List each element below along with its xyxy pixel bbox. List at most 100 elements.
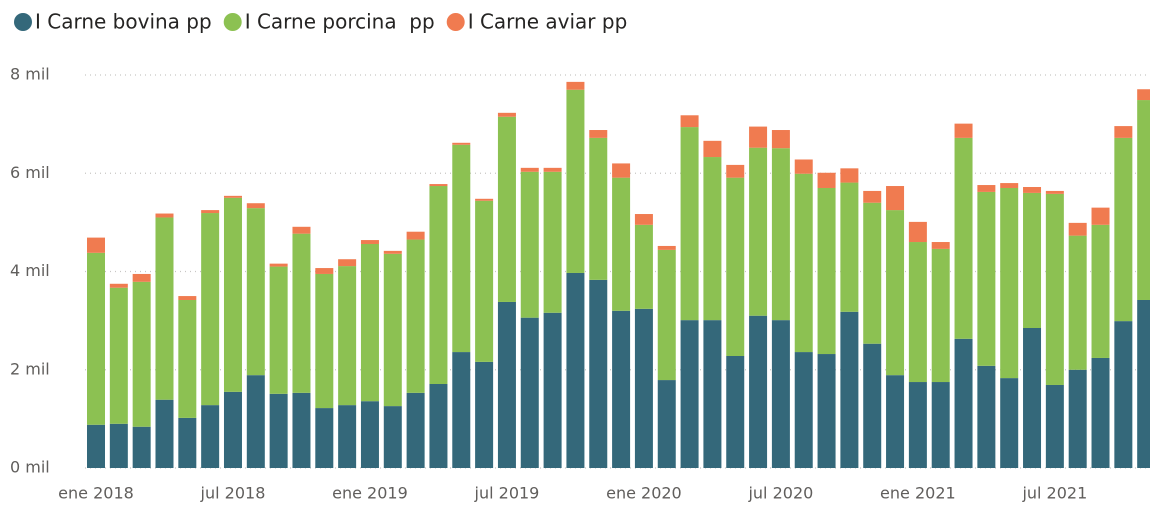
bar-segment [87, 252, 105, 425]
y-tick-label: 8 mil [10, 65, 50, 84]
bar-segment [589, 130, 608, 138]
bar-segment [657, 249, 676, 381]
bar-segment [383, 406, 402, 468]
bar-segment [452, 142, 471, 145]
bar-segment [749, 315, 768, 468]
x-tick-label: ene 2021 [880, 484, 956, 503]
bar-segment [680, 127, 699, 321]
bar-segment [520, 167, 539, 172]
bar-segment [475, 200, 494, 362]
legend-marker [223, 13, 242, 31]
bar-segment [338, 405, 357, 468]
bar-segment [794, 173, 813, 353]
bar-segment [886, 375, 905, 468]
bar-segment [977, 191, 996, 366]
bar-segment [977, 185, 996, 192]
bar-segment [612, 177, 631, 311]
bar-segment [383, 250, 402, 254]
bar-segment [680, 320, 699, 468]
bar-segment [589, 137, 608, 280]
bar-segment [703, 157, 722, 321]
legend-label: I Carne bovina pp [35, 10, 212, 34]
bar-segment [1000, 183, 1019, 188]
bar-segment [566, 81, 585, 90]
bar-segment [1091, 224, 1110, 358]
bar-segment [1023, 187, 1042, 193]
bar-segment [840, 168, 859, 183]
bar-segment [634, 308, 653, 468]
bar-segment [201, 405, 220, 468]
bar-segment [201, 210, 220, 214]
bar-segment [406, 392, 425, 468]
bar-segment [109, 423, 128, 468]
bar-segment [269, 393, 288, 468]
bar-segment [954, 123, 973, 138]
bar-segment [246, 203, 265, 209]
bar-segment [908, 221, 927, 243]
bar-segment [1045, 384, 1064, 468]
bar-segment [155, 399, 174, 468]
bar-segment [155, 213, 174, 218]
bar-segment [680, 115, 699, 128]
bar-segment [566, 272, 585, 468]
bar-segment [589, 279, 608, 468]
bar-segment [977, 365, 996, 468]
bar-segment [1114, 321, 1133, 468]
bar-segment [1045, 193, 1064, 385]
bar-segment [520, 317, 539, 468]
bar-segment [634, 224, 653, 309]
bar-segment [817, 172, 836, 188]
bar-segment [840, 311, 859, 468]
bar-segment [1068, 369, 1087, 468]
bar-segment [657, 380, 676, 468]
bar-segment [178, 296, 197, 300]
bar-segment [954, 338, 973, 468]
x-tick-label: jul 2021 [1021, 484, 1087, 503]
bar-segment [1091, 357, 1110, 468]
bar-segment [886, 186, 905, 211]
x-tick-label: jul 2019 [474, 484, 540, 503]
bar-segment [452, 144, 471, 353]
y-tick-label: 2 mil [10, 359, 50, 378]
bar-segment [132, 281, 151, 427]
bar-segment [543, 171, 562, 313]
legend-label: I Carne aviar pp [468, 10, 628, 34]
bar-segment [292, 226, 311, 234]
bar-segment [771, 130, 790, 149]
y-tick-label: 6 mil [10, 163, 50, 182]
bar-segment [223, 195, 242, 198]
bar-segment [543, 167, 562, 172]
bar-segment [771, 148, 790, 321]
bar-segment [931, 382, 950, 468]
y-tick-label: 0 mil [10, 458, 50, 477]
bar-segment [338, 259, 357, 267]
bar-segment [954, 137, 973, 339]
bar-segment [1000, 378, 1019, 468]
bar-segment [1114, 137, 1133, 322]
bar-segment [155, 217, 174, 400]
bar-segment [497, 112, 516, 117]
bar-segment [863, 190, 882, 203]
bar-segment [1137, 299, 1150, 468]
bar-segment [1091, 207, 1110, 225]
bar-segment [109, 283, 128, 288]
bar-segment [383, 253, 402, 407]
bar-segment [1137, 100, 1150, 300]
bar-segment [292, 392, 311, 468]
bar-segment [269, 266, 288, 394]
bar-segment [1023, 192, 1042, 328]
bar-segment [840, 182, 859, 312]
bar-segment [87, 424, 105, 468]
bar-segment [703, 320, 722, 468]
bar-segment [269, 263, 288, 267]
bar-segment [817, 187, 836, 355]
bar-segment [794, 159, 813, 174]
bar-segment [360, 243, 379, 402]
bar-segment [132, 426, 151, 468]
bar-segment [223, 197, 242, 392]
bar-segment [429, 383, 448, 468]
bar-segment [908, 382, 927, 468]
bar-segment [566, 89, 585, 273]
x-tick-label: jul 2020 [747, 484, 813, 503]
bar-segment [657, 245, 676, 250]
